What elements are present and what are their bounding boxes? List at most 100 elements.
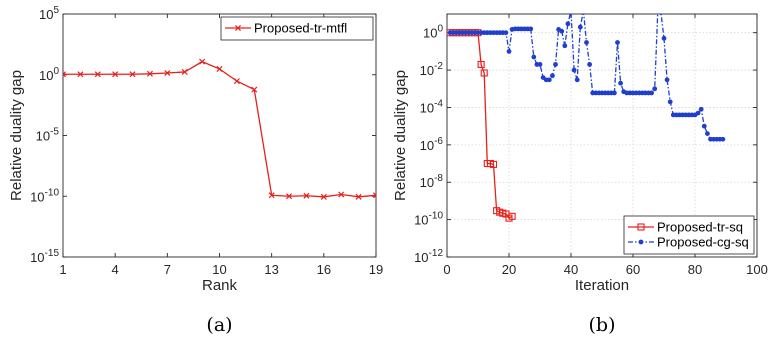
x-tick-label: 19 <box>369 262 383 277</box>
data-point <box>129 71 136 78</box>
data-point <box>667 99 673 105</box>
y-tick-label: 10-15 <box>30 248 59 265</box>
y-tick-label: 10-8 <box>420 173 444 190</box>
x-axis-label: Iteration <box>575 277 629 294</box>
data-point <box>181 68 188 75</box>
data-point <box>571 67 577 73</box>
data-point <box>546 77 552 83</box>
x-tick-label: 40 <box>564 262 578 277</box>
data-point <box>720 136 726 142</box>
panel-caption: (a) <box>206 314 232 336</box>
data-point <box>550 73 555 79</box>
data-point <box>652 86 658 92</box>
data-point <box>94 71 101 78</box>
chart-a: 1 4 7 10 13 16 19 10-15 10-10 10-5 100 105 Rank Relat… <box>8 5 383 336</box>
data-point <box>355 193 362 200</box>
plot-frame <box>62 13 377 258</box>
legend: Proposed-tr-mtfl <box>220 16 374 41</box>
data-point <box>303 192 310 199</box>
x-tick-label: 16 <box>317 262 331 277</box>
x-tick-label: 10 <box>212 262 226 277</box>
data-point <box>701 123 707 129</box>
data-point <box>581 8 586 13</box>
data-point <box>216 65 223 72</box>
data-point <box>508 212 516 220</box>
data-point <box>506 48 512 54</box>
y-axis-label: Relative duality gap <box>8 70 25 201</box>
series-line <box>450 14 723 140</box>
data-point <box>569 8 574 13</box>
legend-marker <box>637 223 645 231</box>
data-point <box>661 35 667 41</box>
x-tick-label: 0 <box>443 262 450 277</box>
data-point <box>659 14 663 15</box>
panel-caption: (b) <box>589 314 616 336</box>
x-tick-label: 100 <box>746 262 768 277</box>
series-line <box>63 60 376 198</box>
data-point <box>565 21 571 27</box>
legend-box <box>623 215 755 255</box>
legend-box <box>220 16 374 41</box>
x-tick-label: 1 <box>59 262 66 277</box>
y-tick-label: 100 <box>423 24 443 41</box>
data-point <box>587 62 592 67</box>
y-tick-label: 100 <box>39 66 59 83</box>
data-point <box>164 69 171 76</box>
x-tick-label: 60 <box>626 262 640 277</box>
data-point <box>233 78 240 85</box>
data-point <box>489 160 498 168</box>
data-point <box>655 8 660 13</box>
x-tick-label: 80 <box>688 262 702 277</box>
chart-b: 0 20 40 60 80 100 10-12 10-10 10-8 10-6 10-4 10-2 10… <box>392 8 768 336</box>
data-point <box>320 193 327 200</box>
data-point <box>553 62 558 67</box>
data-point <box>112 71 119 78</box>
data-point <box>615 40 620 45</box>
data-point <box>528 26 534 32</box>
data-point <box>705 131 710 136</box>
data-point <box>77 71 84 78</box>
data-point <box>664 77 670 83</box>
y-tick-label: 10-2 <box>420 61 444 78</box>
data-point <box>477 60 485 68</box>
x-tick-label: 7 <box>164 262 171 277</box>
x-tick-label: 20 <box>502 262 516 277</box>
legend-label: Proposed-cg-sq <box>657 235 749 250</box>
data-point <box>577 24 583 30</box>
data-point <box>698 106 704 112</box>
legend-marker <box>234 24 242 32</box>
plot-area <box>63 58 376 200</box>
data-point <box>531 54 537 60</box>
y-tick-label: 10-10 <box>30 187 59 204</box>
data-point <box>584 40 589 45</box>
data-point <box>286 193 293 200</box>
y-tick-label: 10-6 <box>420 136 444 153</box>
data-point <box>338 191 345 198</box>
series-line <box>450 32 513 219</box>
data-point <box>574 77 580 83</box>
plot-frame <box>446 13 758 258</box>
data-point <box>146 70 153 77</box>
data-point <box>268 192 275 199</box>
legend-label: Proposed-tr-sq <box>657 220 743 235</box>
data-point <box>612 90 617 96</box>
data-point <box>649 90 654 96</box>
data-point <box>695 110 701 116</box>
legend-label: Proposed-tr-mtfl <box>254 21 347 36</box>
y-tick-label: 10-4 <box>420 98 444 115</box>
data-point <box>503 30 509 36</box>
x-axis-label: Rank <box>202 277 238 294</box>
y-tick-label: 10-10 <box>414 211 443 228</box>
data-point <box>618 80 623 86</box>
data-point <box>63 71 67 78</box>
y-tick-label: 105 <box>39 5 59 22</box>
data-point <box>562 43 568 49</box>
plot-area <box>447 8 726 222</box>
y-axis-label: Relative duality gap <box>392 70 409 201</box>
data-point <box>199 58 206 65</box>
data-point <box>537 62 543 67</box>
data-point <box>372 192 376 199</box>
legend-marker <box>638 239 644 245</box>
data-point <box>559 28 565 34</box>
